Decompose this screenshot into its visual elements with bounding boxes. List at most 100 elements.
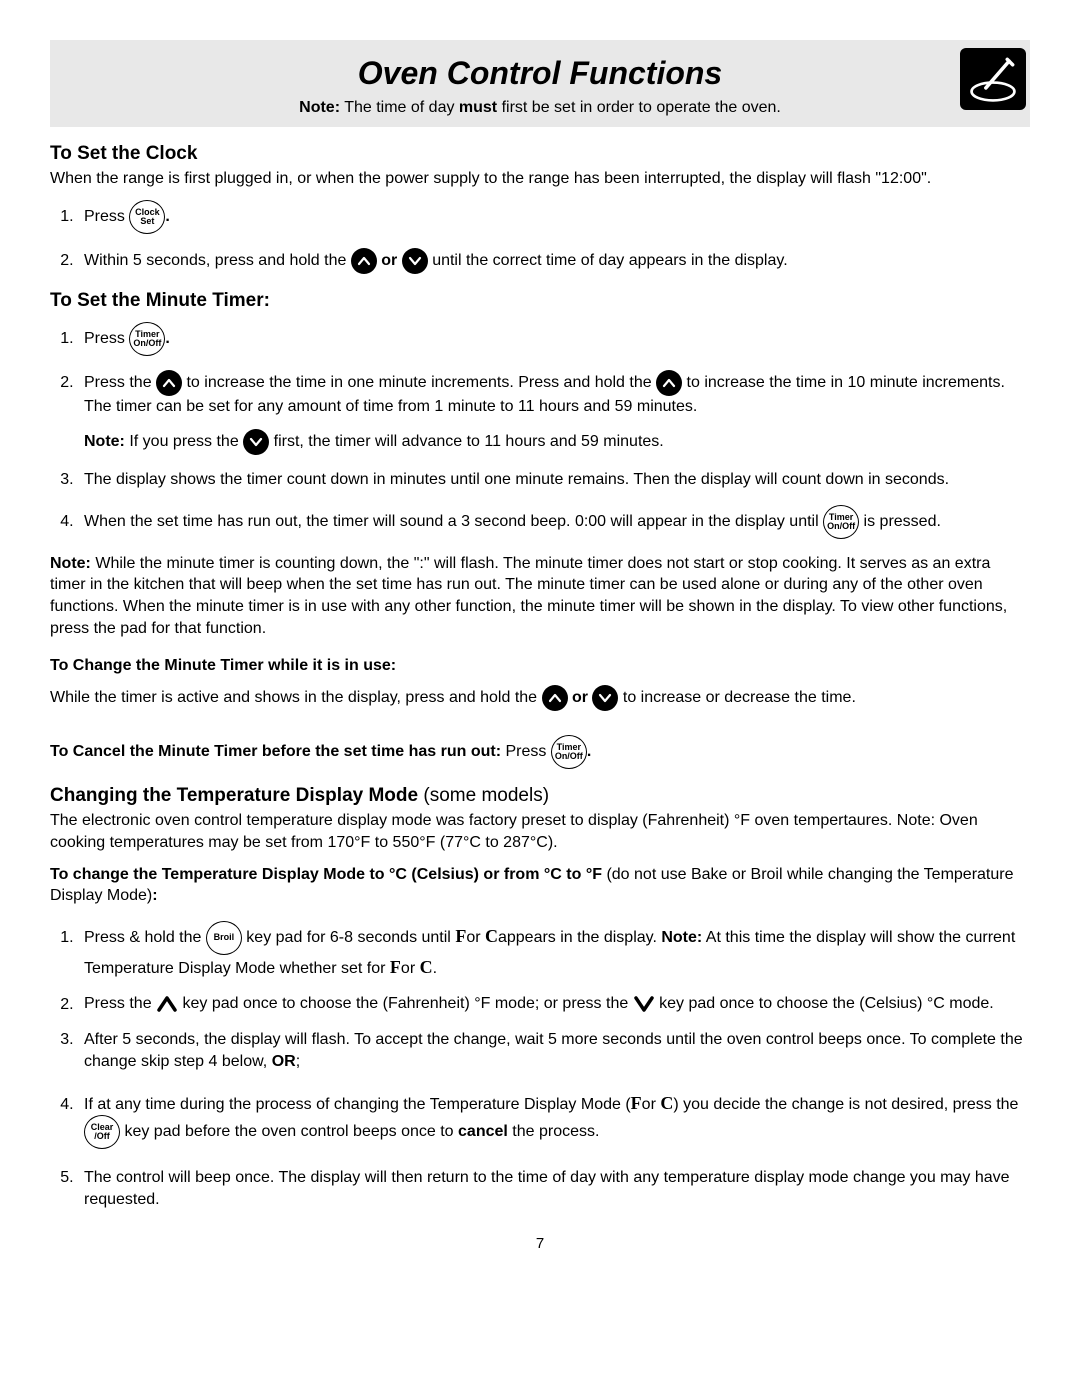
text-a: After 5 seconds, the display will flash.… — [84, 1031, 1023, 1070]
heading-set-clock: To Set the Clock — [50, 141, 1030, 167]
text: Press — [84, 330, 129, 347]
text-a: Press the — [84, 996, 156, 1013]
temp-step-2: Press the key pad once to choose the (Fa… — [78, 993, 1030, 1015]
page-number: 7 — [50, 1234, 1030, 1254]
timer-step-2: Press the to increase the time in one mi… — [78, 370, 1030, 456]
cancel-heading: To Cancel the Minute Timer before the se… — [50, 743, 505, 760]
cancel-timer-para: To Cancel the Minute Timer before the se… — [50, 735, 1030, 769]
or-label: or — [572, 689, 592, 706]
heading-set-timer: To Set the Minute Timer: — [50, 288, 1030, 314]
note-label: Note: — [84, 433, 125, 450]
timer-step-4: When the set time has run out, the timer… — [78, 505, 1030, 539]
c-glyph: C — [420, 957, 433, 977]
note-label: Note: — [50, 555, 91, 572]
title-stack: Oven Control Functions Note: The time of… — [299, 52, 781, 119]
f-glyph: F — [390, 957, 401, 977]
colon: : — [152, 887, 157, 904]
clear-off-pad: Clear/Off — [84, 1115, 120, 1149]
timer-step-3: The display shows the timer count down i… — [78, 469, 1030, 491]
pad-line2: On/Off — [555, 752, 583, 761]
note-body: While the minute timer is counting down,… — [50, 555, 1007, 637]
text-a: While the timer is active and shows in t… — [50, 689, 542, 706]
text-c: key pad once to choose the (Celsius) °C … — [659, 996, 994, 1013]
text-f: or — [401, 960, 420, 977]
text-b: to increase or decrease the time. — [623, 689, 856, 706]
temp-step-1: Press & hold the Broil key pad for 6-8 s… — [78, 921, 1030, 980]
note-a: If you press the — [125, 433, 243, 450]
press: Press — [505, 743, 550, 760]
note-text-2: first be set in order to operate the ove… — [497, 99, 781, 116]
oven-surface-icon — [960, 48, 1026, 110]
temp-intro: The electronic oven control temperature … — [50, 810, 1030, 853]
heading-change-timer: To Change the Minute Timer while it is i… — [50, 655, 1030, 677]
down-chevron-icon — [633, 993, 655, 1015]
note-b: first, the timer will advance to 11 hour… — [274, 433, 664, 450]
title-note: Note: The time of day must first be set … — [299, 97, 781, 119]
text-d: key pad before the oven control beeps on… — [124, 1123, 458, 1140]
timer-onoff-pad: TimerOn/Off — [129, 322, 165, 356]
cancel-bold: cancel — [458, 1123, 508, 1140]
temp-step-3: After 5 seconds, the display will flash.… — [78, 1029, 1030, 1072]
period: . — [587, 743, 591, 760]
note-text-1: The time of day — [340, 99, 459, 116]
clock-intro: When the range is first plugged in, or w… — [50, 168, 1030, 190]
clock-step-2: Within 5 seconds, press and hold the or … — [78, 248, 1030, 274]
heading-temp-mode: Changing the Temperature Display Mode (s… — [50, 783, 1030, 809]
f-glyph: F — [631, 1093, 642, 1113]
heading-tail: (some models) — [418, 785, 549, 806]
semi: ; — [296, 1053, 300, 1070]
period: . — [165, 208, 169, 225]
temp-steps: Press & hold the Broil key pad for 6-8 s… — [50, 921, 1030, 1211]
change-timer-para: While the timer is active and shows in t… — [50, 685, 1030, 711]
text-b: key pad once to choose the (Fahrenheit) … — [182, 996, 632, 1013]
pad-line2: On/Off — [827, 522, 855, 531]
text-b: or — [642, 1096, 661, 1113]
text-a: Within 5 seconds, press and hold the — [84, 252, 351, 269]
text-a: When the set time has run out, the timer… — [84, 513, 823, 530]
temp-change-intro: To change the Temperature Display Mode t… — [50, 864, 1030, 907]
pad-line2: On/Off — [133, 339, 161, 348]
title-bar: Oven Control Functions Note: The time of… — [50, 40, 1030, 127]
temp-step-5: The control will beep once. The display … — [78, 1167, 1030, 1210]
temp-step-4: If at any time during the process of cha… — [78, 1091, 1030, 1150]
timer-step-1: Press TimerOn/Off . — [78, 322, 1030, 356]
pad-label: Broil — [214, 933, 235, 942]
heading-bold: Changing the Temperature Display Mode — [50, 785, 418, 806]
or-label: OR — [272, 1053, 296, 1070]
timer-onoff-pad: TimerOn/Off — [551, 735, 587, 769]
text-c: ) you decide the change is not desired, … — [673, 1096, 1018, 1113]
text-b: to increase the time in one minute incre… — [186, 374, 656, 391]
text-b: until the correct time of day appears in… — [432, 252, 787, 269]
timer-onoff-pad: TimerOn/Off — [823, 505, 859, 539]
broil-pad: Broil — [206, 921, 242, 955]
c-glyph: C — [485, 926, 498, 946]
note-label: Note: — [661, 929, 702, 946]
or-label: or — [381, 252, 401, 269]
up-chevron-icon — [156, 993, 178, 1015]
up-arrow-icon — [656, 370, 682, 396]
c-glyph: C — [660, 1093, 673, 1113]
text-c: or — [466, 929, 485, 946]
text-e: the process. — [508, 1123, 600, 1140]
period: . — [165, 330, 169, 347]
up-arrow-icon — [351, 248, 377, 274]
text: Press — [84, 208, 129, 225]
text-a: Press & hold the — [84, 929, 206, 946]
clock-steps: Press ClockSet . Within 5 seconds, press… — [50, 200, 1030, 274]
down-arrow-icon — [592, 685, 618, 711]
note-label: Note: — [299, 99, 340, 116]
down-arrow-icon — [243, 429, 269, 455]
text-d: appears in the display. — [498, 929, 661, 946]
clock-step-1: Press ClockSet . — [78, 200, 1030, 234]
pad-line2: Set — [135, 217, 160, 226]
up-arrow-icon — [542, 685, 568, 711]
timer-note-block: Note: While the minute timer is counting… — [50, 553, 1030, 639]
f-glyph: F — [455, 926, 466, 946]
pad-line2: /Off — [91, 1132, 114, 1141]
text-b: is pressed. — [864, 513, 941, 530]
text-b: key pad for 6-8 seconds until — [246, 929, 455, 946]
up-arrow-icon — [156, 370, 182, 396]
text-a: Press the — [84, 374, 156, 391]
page-title: Oven Control Functions — [299, 52, 781, 95]
clock-set-pad: ClockSet — [129, 200, 165, 234]
